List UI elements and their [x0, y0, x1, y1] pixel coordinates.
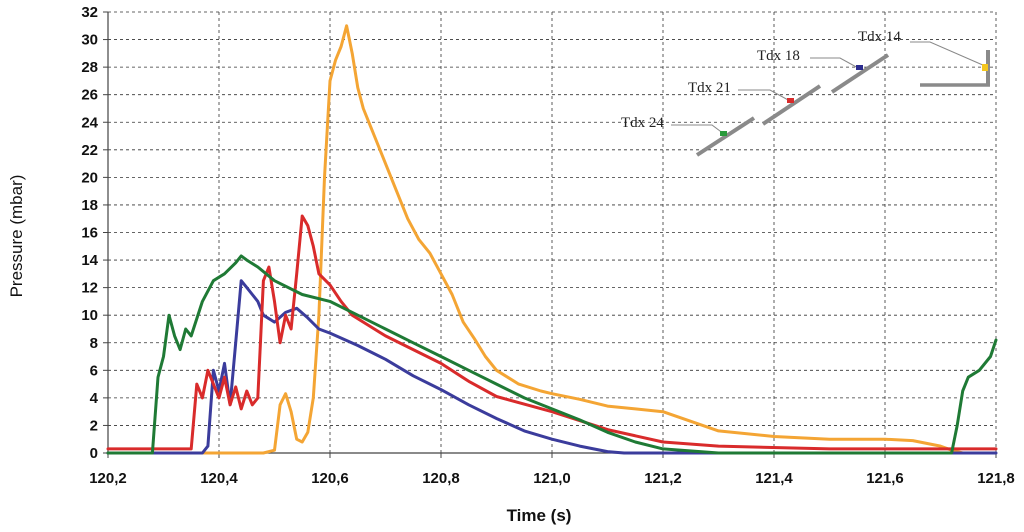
inset-leader-21 [738, 89, 791, 102]
inset-label-tdx-18: Tdx 18 [757, 48, 800, 64]
series-line-tdx-24 [106, 254, 998, 455]
y-axis-title: Pressure (mbar) [7, 175, 26, 298]
inset-marker-24 [720, 131, 727, 136]
y-tick-label: 32 [81, 4, 98, 21]
series-lines [106, 24, 998, 455]
inset-marker-14 [982, 64, 988, 71]
y-tick-label: 18 [81, 197, 98, 214]
inset-marker-18 [856, 65, 863, 70]
x-tick-label: 121,2 [644, 470, 682, 487]
y-tick-label: 6 [90, 362, 98, 379]
y-tick-label: 30 [81, 32, 98, 49]
y-tick-label: 12 [81, 280, 98, 297]
y-tick-label: 10 [81, 307, 98, 324]
inset-leader-14 [910, 41, 986, 67]
x-tick-label: 121,8 [977, 470, 1015, 487]
y-tick-label: 26 [81, 87, 98, 104]
y-tick-label: 20 [81, 169, 98, 186]
inset-leader-18 [810, 57, 861, 70]
y-tick-label: 14 [81, 252, 98, 269]
x-tick-label: 121,0 [533, 470, 571, 487]
series-line-tdx-21 [106, 214, 998, 451]
y-tick-label: 2 [90, 417, 98, 434]
y-tick-label: 16 [81, 225, 98, 242]
y-tick-label: 28 [81, 59, 98, 76]
x-tick-label: 120,6 [311, 470, 349, 487]
y-tick-label: 22 [81, 142, 98, 159]
transducer-position-inset: Tdx 24 Tdx 21 Tdx 18 Tdx 14 [621, 29, 990, 157]
series-line-tdx-14 [106, 24, 965, 455]
y-tick-label: 0 [90, 445, 98, 462]
x-axis-title: Time (s) [507, 506, 572, 525]
x-tick-label: 121,6 [866, 470, 904, 487]
inset-label-tdx-24: Tdx 24 [621, 115, 664, 131]
series-line-tdx-18 [106, 279, 998, 455]
inset-label-tdx-21: Tdx 21 [688, 80, 731, 96]
inset-plate-24 [695, 116, 756, 157]
y-tick-label: 4 [90, 390, 99, 407]
y-tick-label: 8 [90, 335, 98, 352]
x-tick-label: 120,4 [200, 470, 238, 487]
inset-label-tdx-14: Tdx 14 [858, 29, 901, 45]
inset-plate-18 [830, 53, 890, 94]
inset-plate-21 [761, 84, 822, 126]
x-tick-label: 121,4 [755, 470, 793, 487]
grid-lines [108, 11, 997, 453]
x-tick-label: 120,8 [422, 470, 460, 487]
y-tick-label: 24 [81, 114, 98, 131]
inset-marker-21 [787, 98, 794, 103]
x-tick-label: 120,2 [89, 470, 127, 487]
